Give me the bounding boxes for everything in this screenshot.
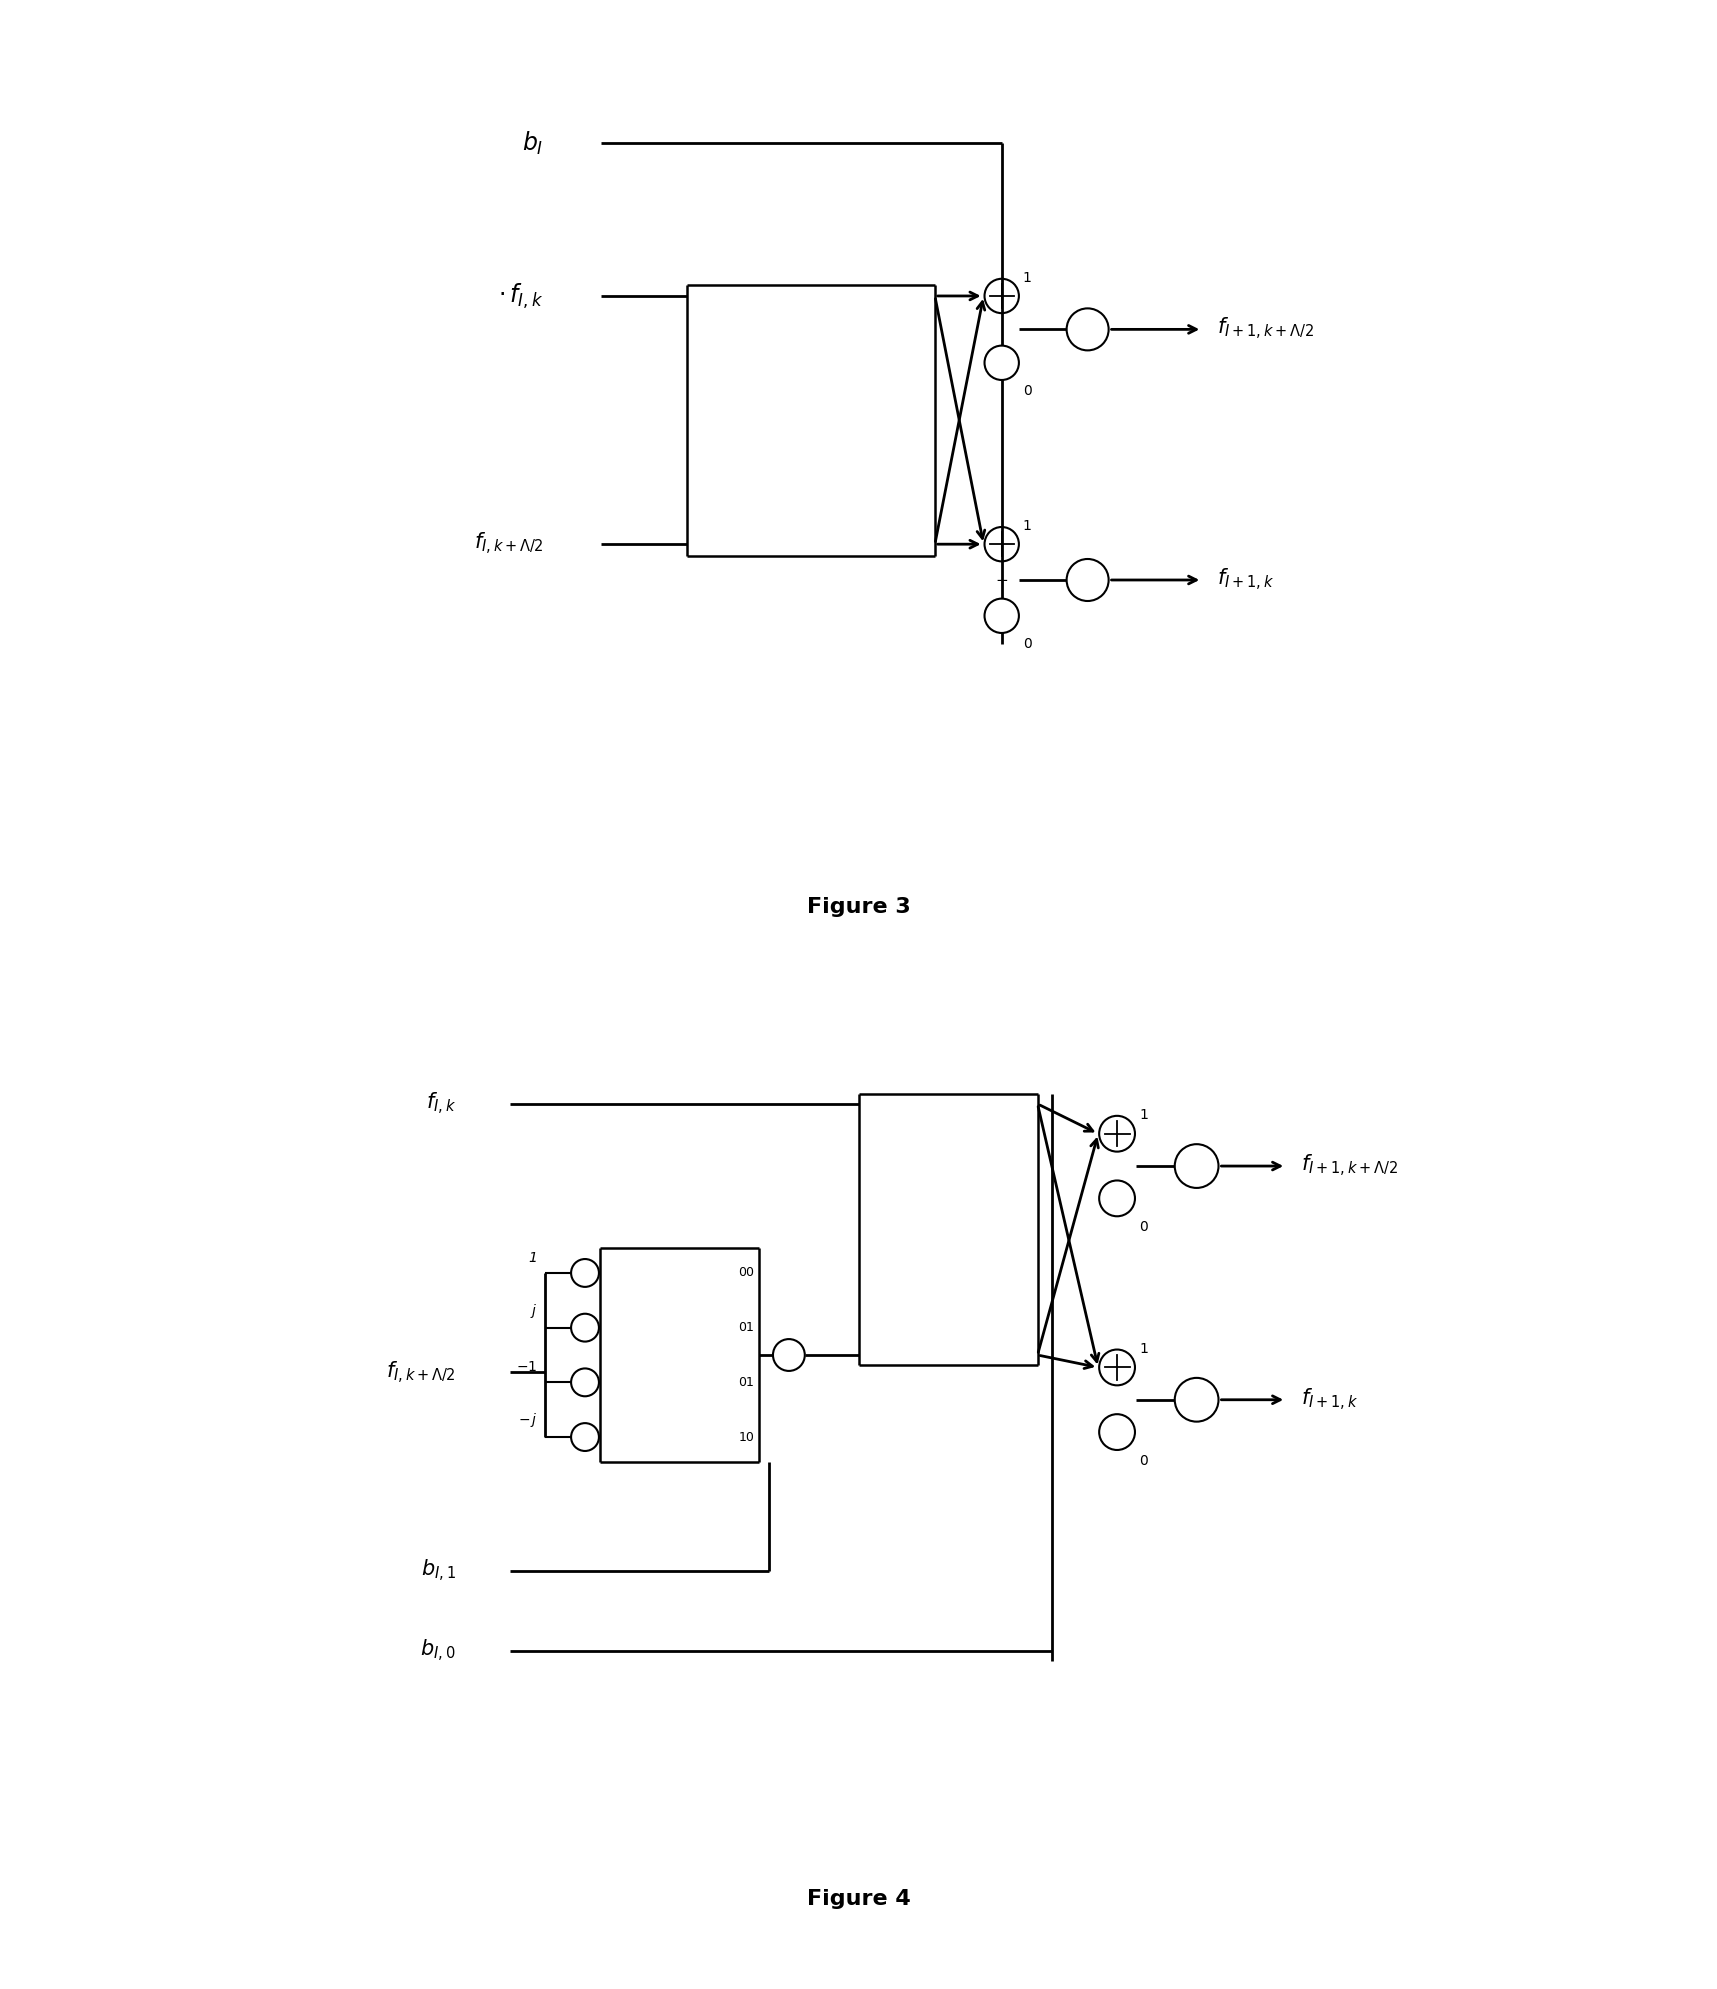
Circle shape: [1174, 1144, 1219, 1187]
Text: 1: 1: [1138, 1341, 1149, 1356]
Circle shape: [1066, 308, 1109, 350]
Text: 0: 0: [1023, 636, 1032, 650]
Circle shape: [1099, 1414, 1135, 1450]
Text: $b_{I,0}$: $b_{I,0}$: [421, 1637, 455, 1665]
Text: 1: 1: [1023, 271, 1032, 284]
Circle shape: [572, 1424, 599, 1452]
Text: $-\,j$: $-\,j$: [517, 1410, 537, 1428]
Text: $f_{I+1,k+\Lambda/2}$: $f_{I+1,k+\Lambda/2}$: [1217, 316, 1314, 342]
Text: −: −: [996, 573, 1008, 589]
Text: $f_{I+1,k+\Lambda/2}$: $f_{I+1,k+\Lambda/2}$: [1301, 1154, 1398, 1179]
Text: $f_{I,k+\Lambda/2}$: $f_{I,k+\Lambda/2}$: [474, 531, 544, 557]
Text: $f_{I,k}$: $f_{I,k}$: [426, 1090, 455, 1118]
Circle shape: [572, 1315, 599, 1343]
Circle shape: [572, 1259, 599, 1287]
Text: $b_{I,1}$: $b_{I,1}$: [421, 1557, 455, 1585]
Text: $f_{I,k+\Lambda/2}$: $f_{I,k+\Lambda/2}$: [386, 1358, 455, 1386]
Text: 0: 0: [1023, 384, 1032, 398]
Text: $\cdot\, f_{I,k}$: $\cdot\, f_{I,k}$: [498, 280, 544, 310]
Circle shape: [572, 1368, 599, 1396]
Circle shape: [984, 599, 1018, 633]
Circle shape: [984, 346, 1018, 380]
Circle shape: [1066, 559, 1109, 601]
Text: $j$: $j$: [531, 1301, 537, 1321]
Text: $-1$: $-1$: [517, 1360, 537, 1374]
Text: Figure 3: Figure 3: [807, 897, 910, 917]
Text: 10: 10: [738, 1430, 754, 1444]
Text: $b_I$: $b_I$: [522, 129, 544, 157]
Circle shape: [1174, 1378, 1219, 1422]
Text: 1: 1: [1138, 1108, 1149, 1122]
Text: 00: 00: [738, 1267, 754, 1279]
Text: 1: 1: [1023, 519, 1032, 533]
Text: 01: 01: [738, 1376, 754, 1388]
Text: $f_{I+1,k}$: $f_{I+1,k}$: [1301, 1386, 1358, 1412]
Text: $f_{I+1,k}$: $f_{I+1,k}$: [1217, 567, 1274, 593]
Circle shape: [1099, 1181, 1135, 1217]
Text: 01: 01: [738, 1321, 754, 1335]
Circle shape: [773, 1339, 805, 1370]
Text: 0: 0: [1138, 1454, 1147, 1468]
Text: 0: 0: [1138, 1221, 1147, 1235]
Text: 1: 1: [529, 1251, 537, 1265]
Text: Figure 4: Figure 4: [807, 1890, 910, 1909]
